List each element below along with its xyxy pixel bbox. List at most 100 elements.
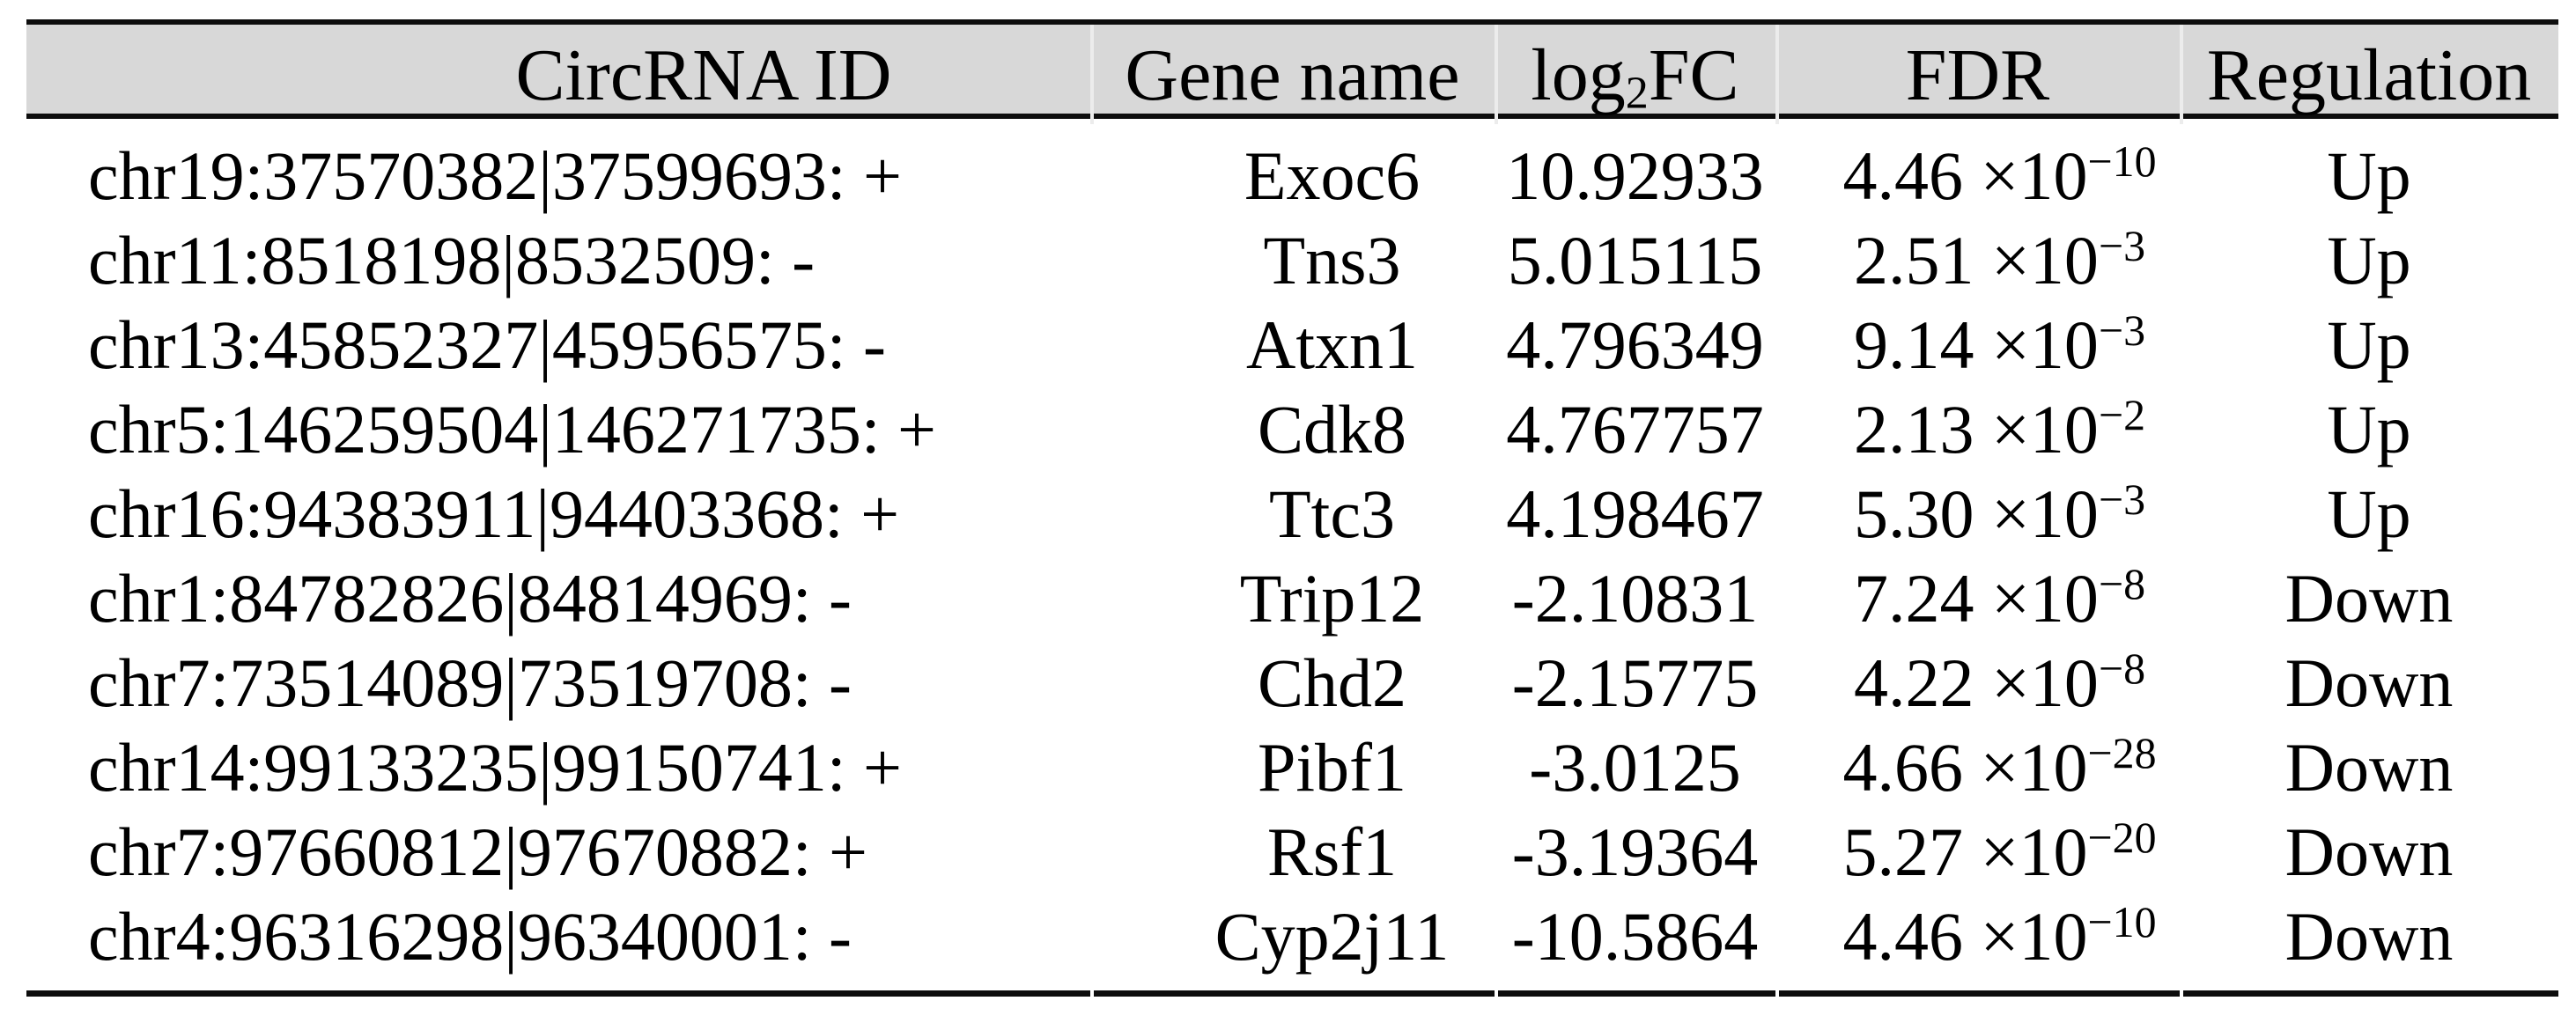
log2fc-subscript: 2	[1625, 68, 1649, 119]
circrna-id-cell: chr5:146259504|146271735: +	[88, 391, 937, 467]
regulation-cell: Down	[2284, 898, 2454, 975]
fdr-cell: 4.22 ×10−8	[1775, 641, 2180, 725]
circrna-table: CircRNA ID Gene name log2FC FDR Regulati…	[26, 19, 2558, 997]
fdr-exponent: −10	[2087, 898, 2157, 947]
gene-name-cell: Trip12	[1239, 560, 1425, 637]
column-divider	[1495, 990, 1498, 997]
gene-name-cell: Exoc6	[1244, 137, 1421, 214]
gene-name-cell: Cyp2j11	[1214, 898, 1450, 975]
log2fc-cell: -10.5864	[1511, 898, 1759, 975]
table-row: chr7:97660812|97670882: + Rsf1 -3.19364 …	[26, 810, 2558, 894]
fdr-coefficient: 7.24	[1853, 560, 1974, 637]
fdr-coefficient: 5.30	[1853, 475, 1974, 552]
regulation-cell: Down	[2284, 560, 2454, 637]
regulation-cell: Up	[2327, 391, 2411, 467]
fdr-times-ten: ×10	[1974, 475, 2099, 552]
log2fc-cell: -2.15775	[1511, 644, 1759, 721]
fdr-exponent: −3	[2098, 306, 2146, 356]
regulation-cell: Down	[2284, 644, 2454, 721]
column-header-log2fc: log2FC	[1495, 25, 1775, 116]
table-row: chr13:45852327|45956575: - Atxn1 4.79634…	[26, 303, 2558, 387]
log2fc-suffix: FC	[1648, 34, 1739, 116]
table-top-rule	[26, 19, 2558, 25]
table-row: chr11:8518198|8532509: - Tns3 5.015115 2…	[26, 218, 2558, 303]
circrna-id-cell: chr16:94383911|94403368: +	[88, 475, 900, 552]
fdr-times-ten: ×10	[1974, 644, 2099, 721]
fdr-exponent: −3	[2098, 475, 2146, 525]
table-row: chr5:146259504|146271735: + Cdk8 4.76775…	[26, 387, 2558, 472]
table-body: chr19:37570382|37599693: + Exoc6 10.9293…	[26, 119, 2558, 990]
fdr-times-ten: ×10	[1974, 391, 2099, 467]
fdr-cell: 4.46 ×10−10	[1775, 134, 2180, 218]
gene-name-cell: Atxn1	[1246, 306, 1418, 383]
circrna-id-cell: chr11:8518198|8532509: -	[88, 222, 816, 298]
fdr-cell: 7.24 ×10−8	[1775, 556, 2180, 641]
column-divider	[2180, 25, 2183, 124]
fdr-times-ten: ×10	[1974, 222, 2099, 298]
circrna-id-cell: chr1:84782826|84814969: -	[88, 560, 853, 637]
column-divider	[1775, 990, 1779, 997]
gene-name-cell: Pibf1	[1257, 729, 1407, 806]
fdr-coefficient: 2.13	[1853, 391, 1974, 467]
table-header-row: CircRNA ID Gene name log2FC FDR Regulati…	[26, 25, 2558, 116]
fdr-coefficient: 4.46	[1842, 898, 1963, 975]
fdr-coefficient: 4.66	[1842, 729, 1963, 806]
circrna-id-cell: chr19:37570382|37599693: +	[88, 137, 903, 214]
column-header-fdr: FDR	[1905, 34, 2050, 116]
regulation-cell: Down	[2284, 813, 2454, 890]
gene-name-cell: Ttc3	[1269, 475, 1395, 552]
regulation-cell: Down	[2284, 729, 2454, 806]
gene-name-cell: Rsf1	[1266, 813, 1398, 890]
column-header-regulation: Regulation	[2206, 34, 2532, 116]
gene-name-cell: Chd2	[1257, 644, 1407, 721]
fdr-coefficient: 2.51	[1853, 222, 1974, 298]
fdr-coefficient: 4.46	[1842, 137, 1963, 214]
column-divider	[1090, 990, 1094, 997]
fdr-times-ten: ×10	[1962, 898, 2088, 975]
fdr-exponent: −2	[2098, 391, 2146, 440]
log2fc-cell: 10.92933	[1506, 137, 1764, 214]
log2fc-cell: 5.015115	[1507, 222, 1763, 298]
log2fc-prefix: log	[1531, 34, 1626, 116]
column-divider	[2180, 990, 2183, 997]
regulation-cell: Up	[2327, 306, 2411, 383]
fdr-coefficient: 5.27	[1842, 813, 1963, 890]
table-bottom-rule	[26, 990, 2558, 997]
log2fc-cell: 4.198467	[1506, 475, 1764, 552]
log2fc-cell: -2.10831	[1511, 560, 1759, 637]
fdr-times-ten: ×10	[1962, 813, 2088, 890]
log2fc-cell: -3.0125	[1529, 729, 1741, 806]
circrna-id-cell: chr7:73514089|73519708: -	[88, 644, 853, 721]
fdr-exponent: −8	[2098, 644, 2146, 694]
fdr-exponent: −8	[2098, 560, 2146, 609]
table-row: chr14:99133235|99150741: + Pibf1 -3.0125…	[26, 725, 2558, 810]
fdr-coefficient: 9.14	[1853, 306, 1974, 383]
column-header-gene-name: Gene name	[1125, 34, 1460, 116]
fdr-exponent: −10	[2087, 137, 2157, 187]
table-row: chr19:37570382|37599693: + Exoc6 10.9293…	[26, 134, 2558, 218]
column-divider	[1495, 25, 1498, 124]
fdr-times-ten: ×10	[1962, 729, 2088, 806]
table-row: chr1:84782826|84814969: - Trip12 -2.1083…	[26, 556, 2558, 641]
table-header-band: CircRNA ID Gene name log2FC FDR Regulati…	[26, 25, 2558, 124]
circrna-id-cell: chr14:99133235|99150741: +	[88, 729, 903, 806]
log2fc-cell: -3.19364	[1511, 813, 1759, 890]
regulation-cell: Up	[2327, 222, 2411, 298]
circrna-id-cell: chr13:45852327|45956575: -	[88, 306, 887, 383]
fdr-coefficient: 4.22	[1853, 644, 1974, 721]
fdr-times-ten: ×10	[1974, 560, 2099, 637]
table-row: chr16:94383911|94403368: + Ttc3 4.198467…	[26, 472, 2558, 556]
table-row: chr4:96316298|96340001: - Cyp2j11 -10.58…	[26, 894, 2558, 979]
fdr-exponent: −20	[2087, 813, 2157, 863]
gene-name-cell: Cdk8	[1257, 391, 1407, 467]
table-header-rule	[26, 114, 2558, 119]
log2fc-cell: 4.767757	[1506, 391, 1764, 467]
fdr-cell: 9.14 ×10−3	[1775, 303, 2180, 387]
fdr-cell: 2.51 ×10−3	[1775, 218, 2180, 303]
fdr-times-ten: ×10	[1974, 306, 2099, 383]
circrna-id-cell: chr7:97660812|97670882: +	[88, 813, 868, 890]
fdr-cell: 2.13 ×10−2	[1775, 387, 2180, 472]
fdr-exponent: −3	[2098, 222, 2146, 271]
gene-name-cell: Tns3	[1263, 222, 1401, 298]
